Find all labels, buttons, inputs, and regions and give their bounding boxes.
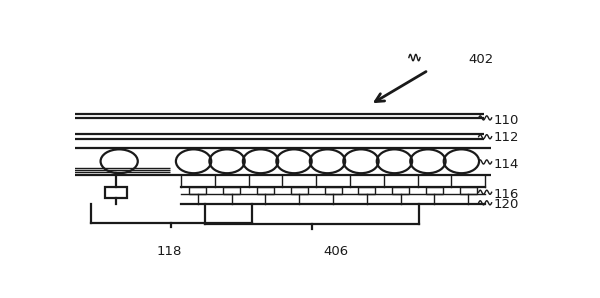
- Text: 112: 112: [493, 131, 519, 144]
- Bar: [426, 187, 443, 194]
- Bar: [460, 187, 476, 194]
- Bar: [223, 187, 240, 194]
- Text: 120: 120: [493, 198, 519, 211]
- Bar: [325, 187, 341, 194]
- Text: 402: 402: [468, 53, 493, 66]
- Text: 116: 116: [493, 187, 519, 201]
- Text: 114: 114: [493, 158, 519, 171]
- Bar: [392, 187, 409, 194]
- Bar: [257, 187, 274, 194]
- Text: 406: 406: [324, 245, 349, 258]
- Bar: [190, 187, 206, 194]
- Text: 118: 118: [157, 245, 182, 258]
- Bar: [291, 187, 308, 194]
- Bar: [105, 187, 127, 198]
- Text: 110: 110: [493, 114, 519, 127]
- Bar: [358, 187, 376, 194]
